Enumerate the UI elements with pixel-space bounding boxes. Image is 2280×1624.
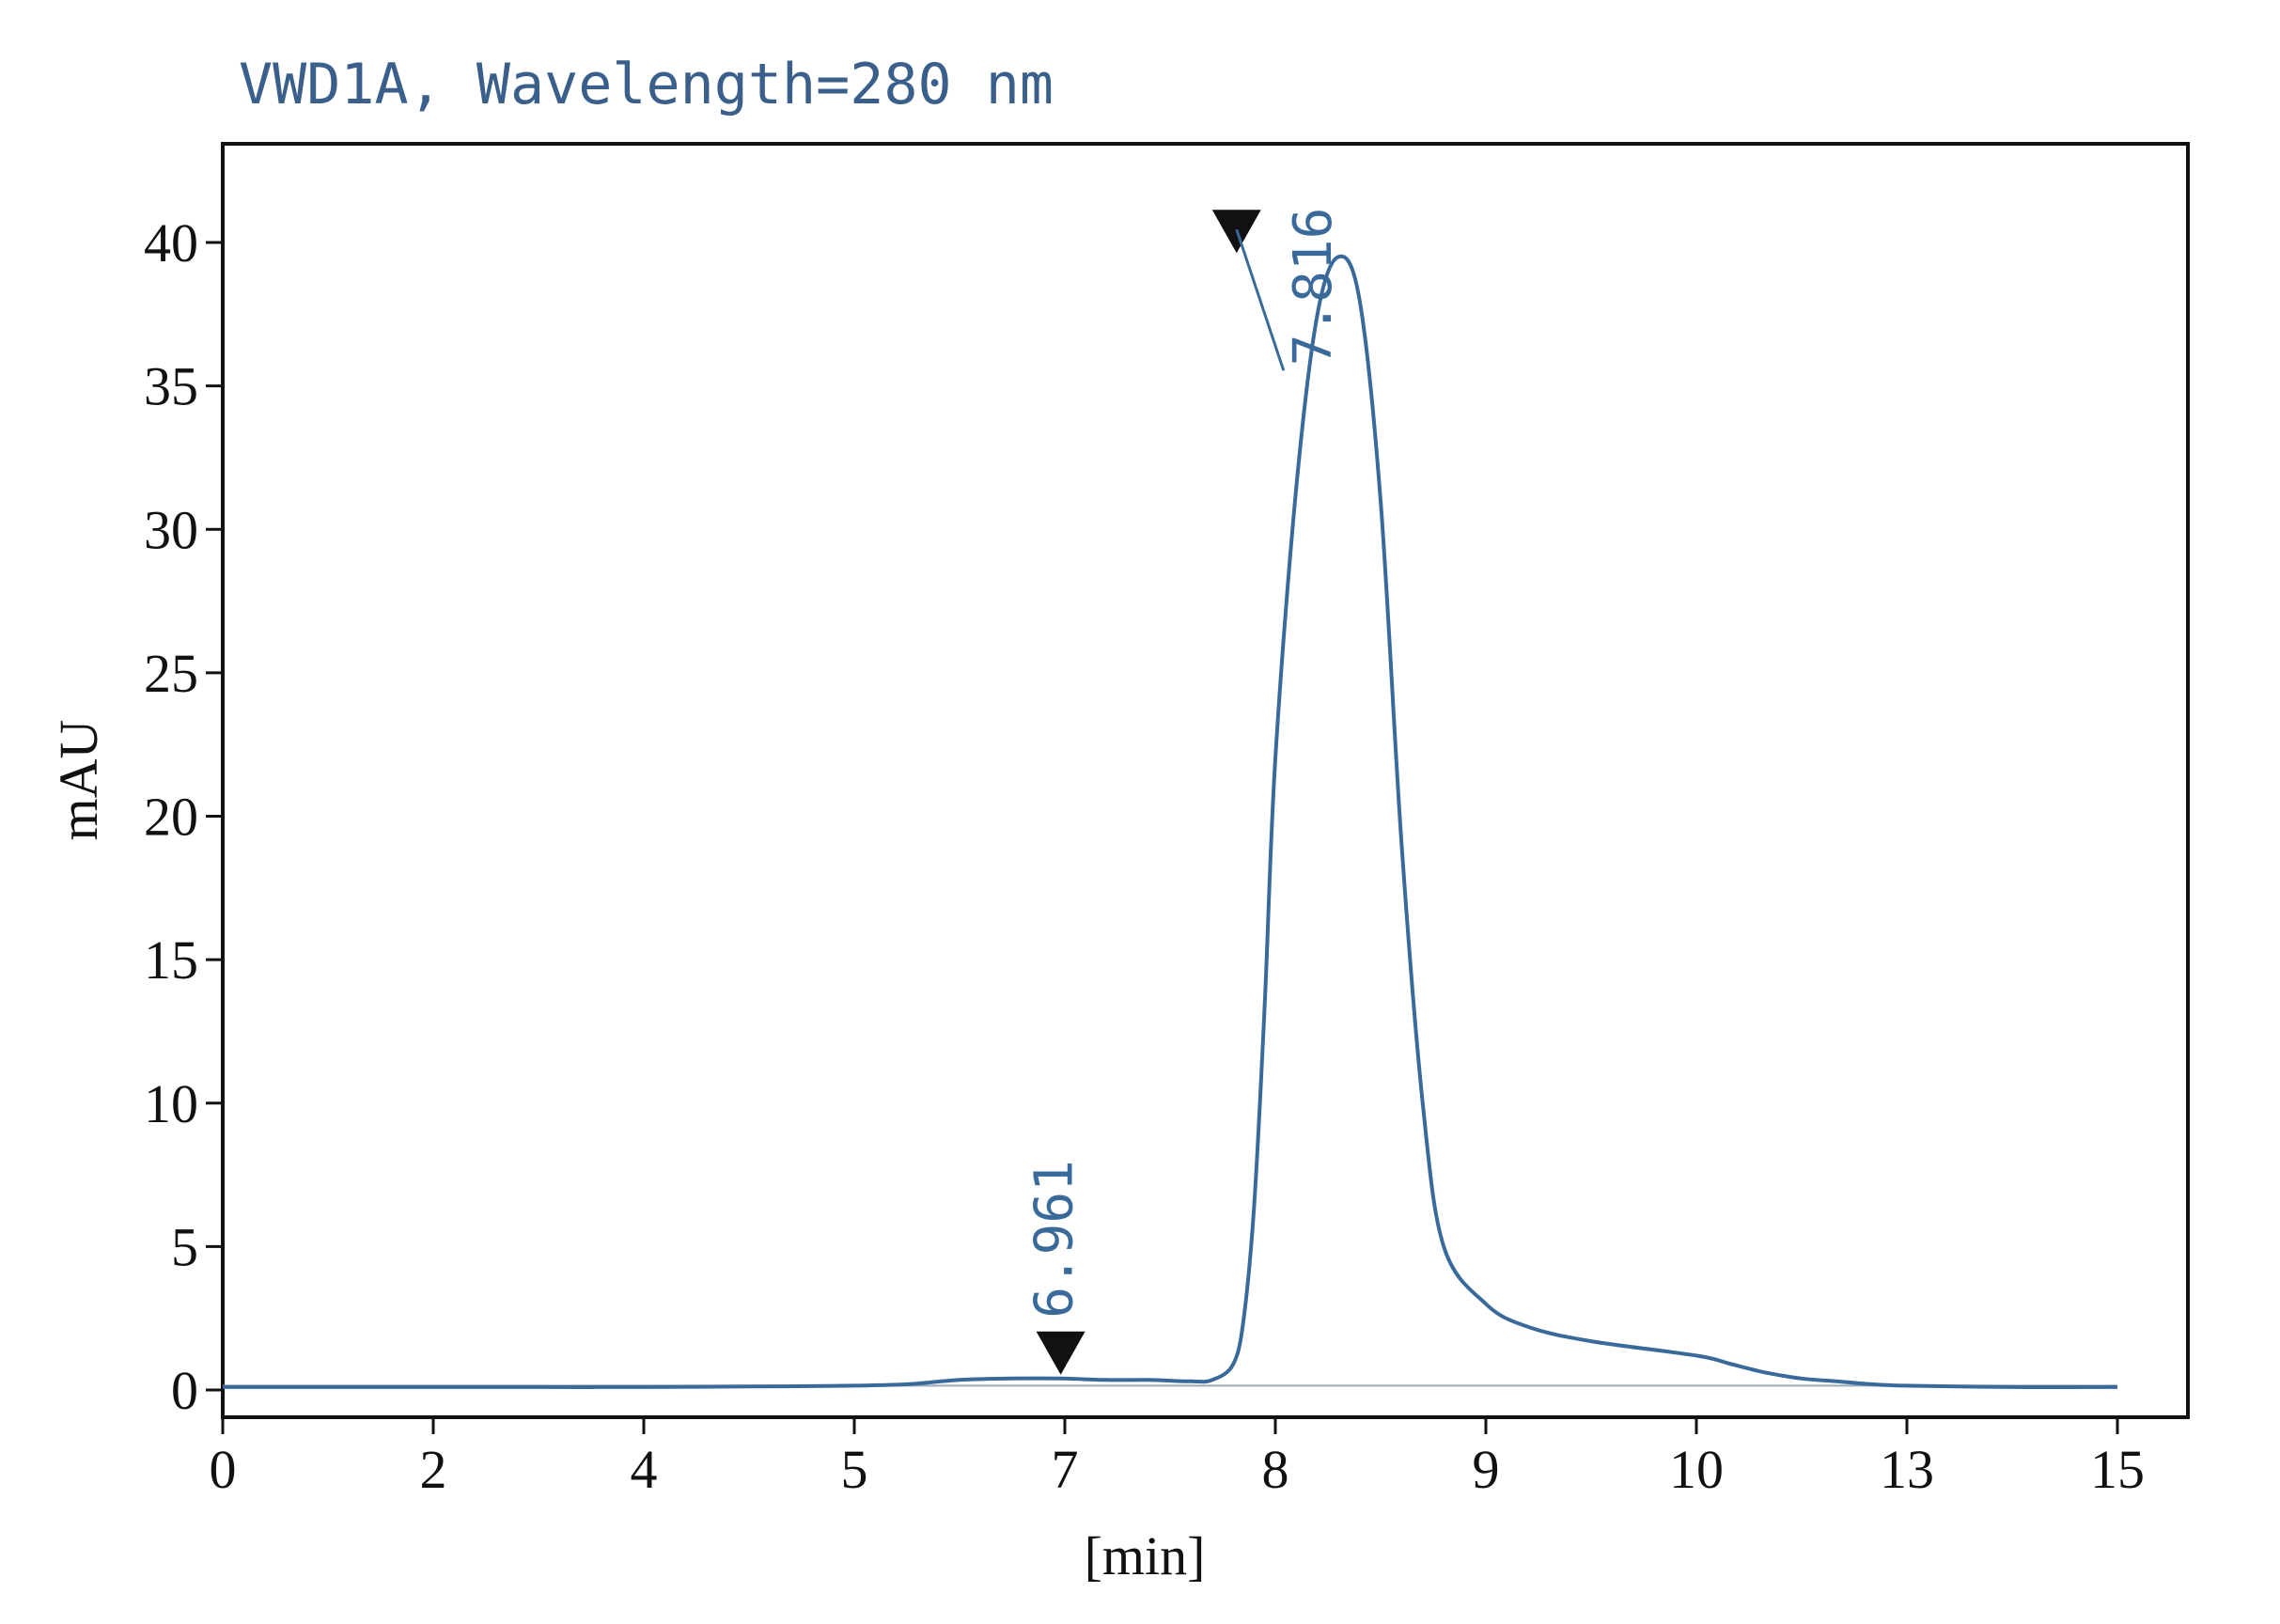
x-tick-label: 13 (1880, 1439, 1934, 1500)
peak-marker (1036, 1331, 1085, 1375)
x-axis-label: [min] (1085, 1525, 1206, 1586)
y-tick-label: 25 (144, 643, 198, 704)
y-tick-label: 10 (144, 1073, 198, 1134)
chart-title: VWD1A, Wavelength=280 nm (239, 52, 1054, 117)
y-tick-label: 0 (171, 1360, 198, 1421)
y-axis-label: mAU (48, 720, 109, 841)
y-tick-label: 5 (171, 1216, 198, 1277)
plot-frame (221, 142, 2190, 1419)
y-tick-label: 35 (144, 356, 198, 417)
peak-leader-line (1235, 228, 1286, 371)
x-tick-label: 15 (2090, 1439, 2145, 1500)
x-tick-label: 5 (841, 1439, 868, 1500)
x-tick-label: 4 (631, 1439, 658, 1500)
signal-trace (223, 254, 2118, 1390)
x-tick-label: 8 (1262, 1439, 1289, 1500)
x-tick-label: 2 (420, 1439, 447, 1500)
peak-label: 6.961 (1024, 1160, 1085, 1319)
y-tick-label: 15 (144, 929, 198, 991)
peak-label: 7.816 (1283, 208, 1344, 367)
y-tick-label: 20 (144, 787, 198, 848)
x-tick-label: 10 (1669, 1439, 1724, 1500)
x-tick-label: 0 (210, 1439, 237, 1500)
x-tick-label: 9 (1473, 1439, 1500, 1500)
y-tick-label: 40 (144, 212, 198, 273)
y-axis-ticks: 0 5 10 15 20 25 30 35 40 (144, 212, 223, 1421)
y-tick-label: 30 (144, 499, 198, 560)
peak-markers: 6.961 7.816 (1024, 208, 1344, 1375)
x-axis-ticks: 0 2 4 5 7 8 9 10 13 15 (210, 1417, 2145, 1500)
x-tick-label: 7 (1052, 1439, 1079, 1500)
